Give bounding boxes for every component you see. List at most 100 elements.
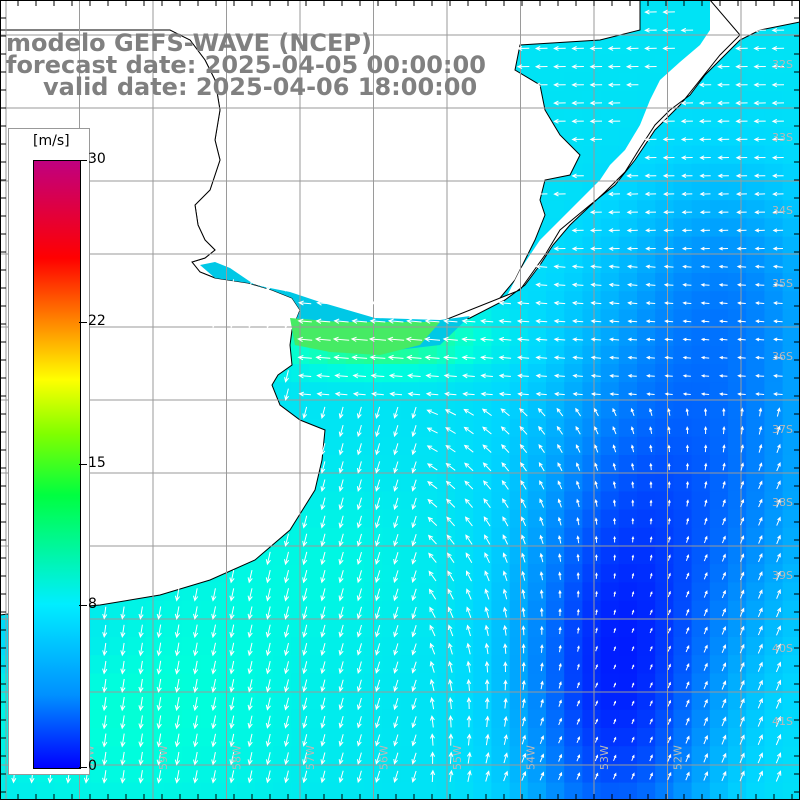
wind-speed-cell xyxy=(382,673,401,693)
wind-arrow xyxy=(461,336,476,343)
wind-arrow xyxy=(375,606,381,620)
wind-speed-cell xyxy=(618,491,638,511)
wind-speed-cell xyxy=(327,582,347,602)
wind-speed-cell xyxy=(236,582,256,602)
wind-speed-cell xyxy=(673,182,693,201)
wind-arrow xyxy=(247,588,253,602)
wind-arrow xyxy=(700,319,710,324)
wind-arrow xyxy=(356,497,362,511)
wind-speed-cell xyxy=(618,509,638,529)
wind-speed-cell xyxy=(600,600,620,620)
wind-speed-cell xyxy=(564,309,583,329)
wind-arrow xyxy=(686,517,690,525)
wind-arrow xyxy=(174,624,181,639)
wind-arrow xyxy=(703,535,708,544)
wind-speed-cell xyxy=(673,728,693,747)
wind-arrow xyxy=(631,462,635,471)
wind-speed-cell xyxy=(655,127,674,147)
wind-speed-cell xyxy=(218,618,238,638)
wind-speed-cell xyxy=(691,345,711,365)
wind-speed-cell xyxy=(655,36,674,56)
wind-arrow xyxy=(704,517,708,525)
wind-speed-cell xyxy=(637,637,656,656)
wind-speed-cell xyxy=(655,673,674,693)
wind-arrow xyxy=(352,373,367,379)
wind-arrow xyxy=(667,771,672,781)
wind-arrow xyxy=(284,533,290,547)
wind-speed-cell xyxy=(782,582,800,602)
wind-speed-cell xyxy=(673,436,693,456)
wind-speed-cell xyxy=(436,491,456,511)
wind-arrow xyxy=(571,228,584,233)
wind-arrow xyxy=(356,734,362,747)
wind-speed-cell xyxy=(382,764,401,784)
wind-arrow xyxy=(754,210,766,215)
wind-arrow xyxy=(681,228,692,233)
wind-arrow xyxy=(719,337,728,342)
wind-speed-cell xyxy=(382,782,401,800)
wind-speed-cell xyxy=(728,127,747,147)
wind-speed-cell xyxy=(637,655,656,674)
wind-speed-cell xyxy=(600,637,620,656)
wind-arrow xyxy=(594,535,598,543)
wind-speed-cell xyxy=(709,327,729,347)
wind-arrow xyxy=(393,661,399,674)
wind-arrow xyxy=(406,354,422,361)
wind-speed-cell xyxy=(655,691,674,711)
wind-arrow xyxy=(485,715,490,728)
wind-arrow xyxy=(442,336,458,343)
wind-speed-cell xyxy=(600,218,620,238)
wind-speed-cell xyxy=(655,254,674,274)
wind-arrow xyxy=(625,64,639,70)
wind-arrow xyxy=(284,370,289,383)
wind-arrow xyxy=(429,642,436,655)
wind-speed-cell xyxy=(782,309,800,329)
wind-arrow xyxy=(576,571,580,580)
wind-arrow xyxy=(572,373,583,378)
wind-speed-cell xyxy=(637,728,656,747)
wind-speed-cell xyxy=(236,764,256,784)
wind-speed-cell xyxy=(327,564,347,583)
wind-speed-cell xyxy=(473,509,492,529)
wind-speed-cell xyxy=(145,655,165,674)
wind-arrow xyxy=(700,264,710,269)
wind-speed-cell xyxy=(600,546,620,565)
wind-speed-cell xyxy=(309,637,329,656)
wind-speed-cell xyxy=(546,291,565,310)
wind-speed-cell xyxy=(273,782,292,800)
wind-speed-cell xyxy=(728,364,747,383)
wind-arrow xyxy=(589,64,603,70)
wind-arrow xyxy=(500,408,510,417)
wind-speed-cell xyxy=(473,491,492,511)
wind-arrow xyxy=(775,752,782,764)
wind-arrow xyxy=(630,426,635,435)
wind-arrow xyxy=(535,318,548,324)
wind-speed-cell xyxy=(546,673,565,693)
wind-speed-cell xyxy=(345,637,365,656)
wind-arrow xyxy=(516,64,530,70)
wind-arrow xyxy=(755,355,765,360)
wind-arrow xyxy=(608,319,620,324)
wind-arrow xyxy=(663,191,675,197)
wind-speed-cell xyxy=(236,673,256,693)
wind-arrow xyxy=(773,392,783,397)
wind-speed-cell xyxy=(309,491,329,511)
wind-arrow xyxy=(667,572,671,579)
colorbar-tick xyxy=(79,463,87,465)
wind-speed-cell xyxy=(309,509,329,529)
wind-arrow xyxy=(283,315,290,329)
wind-arrow xyxy=(594,425,599,435)
wind-arrow xyxy=(338,515,344,529)
wind-speed-cell xyxy=(709,72,729,92)
wind-speed-cell xyxy=(673,655,693,674)
wind-speed-cell xyxy=(145,600,165,620)
wind-speed-cell xyxy=(509,564,529,583)
wind-arrow xyxy=(644,9,657,15)
wind-arrow xyxy=(356,424,362,438)
wind-arrow xyxy=(757,643,763,654)
wind-arrow xyxy=(448,696,454,710)
wind-speed-cell xyxy=(527,491,547,511)
wind-arrow xyxy=(229,697,235,711)
wind-speed-cell xyxy=(546,764,565,784)
wind-speed-cell xyxy=(764,163,784,183)
